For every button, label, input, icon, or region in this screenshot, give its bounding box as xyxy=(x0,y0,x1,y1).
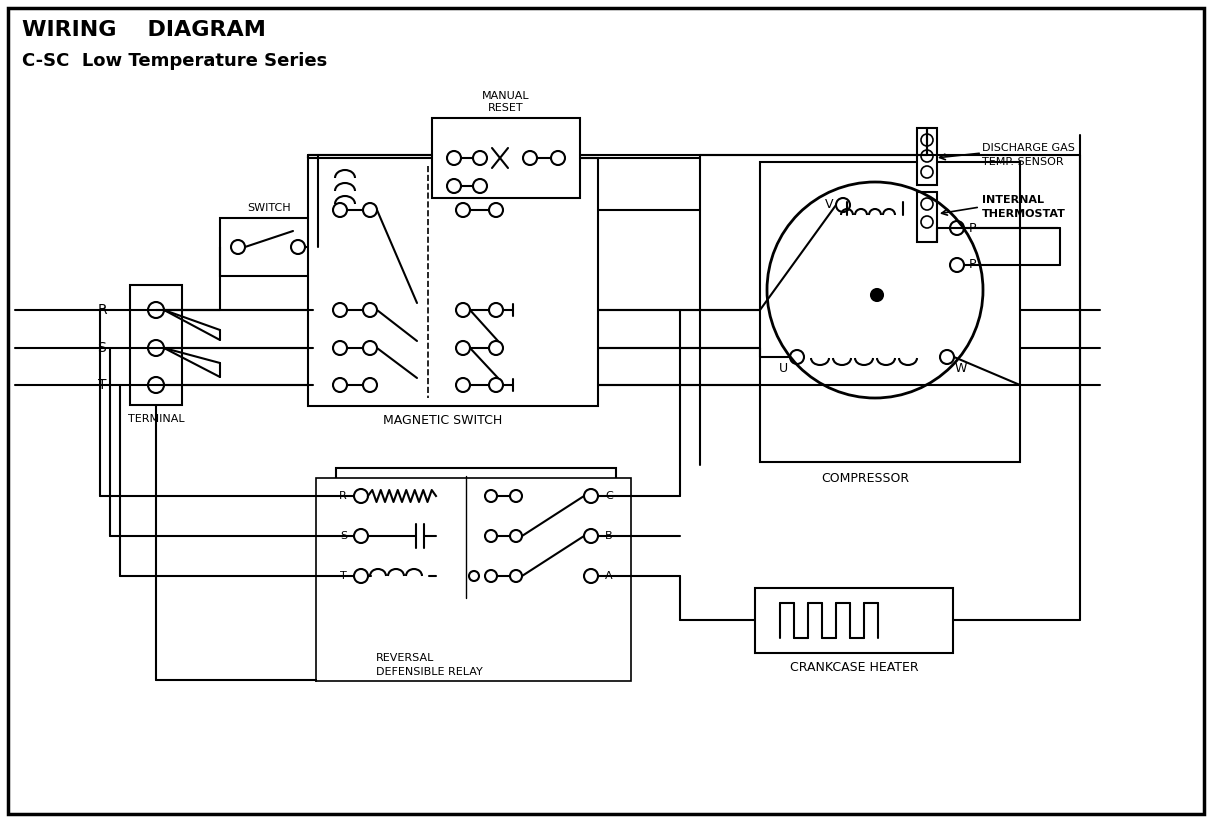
Text: R: R xyxy=(339,491,347,501)
Bar xyxy=(221,218,318,276)
Bar xyxy=(760,162,1021,462)
Text: REVERSAL: REVERSAL xyxy=(376,653,434,663)
Text: C: C xyxy=(605,491,613,501)
Text: T: T xyxy=(341,571,347,581)
Text: B: B xyxy=(605,531,612,541)
Bar xyxy=(336,468,616,606)
Text: V: V xyxy=(824,198,834,211)
Bar xyxy=(308,158,598,406)
Text: INTERNAL: INTERNAL xyxy=(982,195,1044,205)
Text: S: S xyxy=(339,531,347,541)
Text: WIRING    DIAGRAM: WIRING DIAGRAM xyxy=(22,20,265,40)
Bar xyxy=(917,192,937,242)
Text: MAGNETIC SWITCH: MAGNETIC SWITCH xyxy=(383,413,503,427)
Text: THERMOSTAT: THERMOSTAT xyxy=(982,209,1065,219)
Text: CRANKCASE HEATER: CRANKCASE HEATER xyxy=(790,661,919,673)
Text: W: W xyxy=(955,363,967,376)
Text: U: U xyxy=(778,363,788,376)
Text: RESET: RESET xyxy=(488,103,524,113)
Text: SWITCH: SWITCH xyxy=(247,203,291,213)
Circle shape xyxy=(871,289,884,301)
Text: R: R xyxy=(97,303,107,317)
Text: TERMINAL: TERMINAL xyxy=(127,414,184,424)
Text: TEMP. SENSOR: TEMP. SENSOR xyxy=(982,157,1064,167)
Bar xyxy=(755,588,953,653)
Bar xyxy=(431,118,581,198)
Text: C-SC  Low Temperature Series: C-SC Low Temperature Series xyxy=(22,52,327,70)
Bar xyxy=(917,128,937,185)
Text: DISCHARGE GAS: DISCHARGE GAS xyxy=(982,143,1075,153)
Text: A: A xyxy=(605,571,612,581)
Bar xyxy=(316,478,631,681)
Text: MANUAL: MANUAL xyxy=(482,91,530,101)
Text: DEFENSIBLE RELAY: DEFENSIBLE RELAY xyxy=(376,667,482,677)
Text: S: S xyxy=(98,341,107,355)
Text: T: T xyxy=(98,378,107,392)
Text: COMPRESSOR: COMPRESSOR xyxy=(821,472,909,484)
Text: P: P xyxy=(970,258,977,271)
Text: P: P xyxy=(970,221,977,234)
Bar xyxy=(130,285,182,405)
